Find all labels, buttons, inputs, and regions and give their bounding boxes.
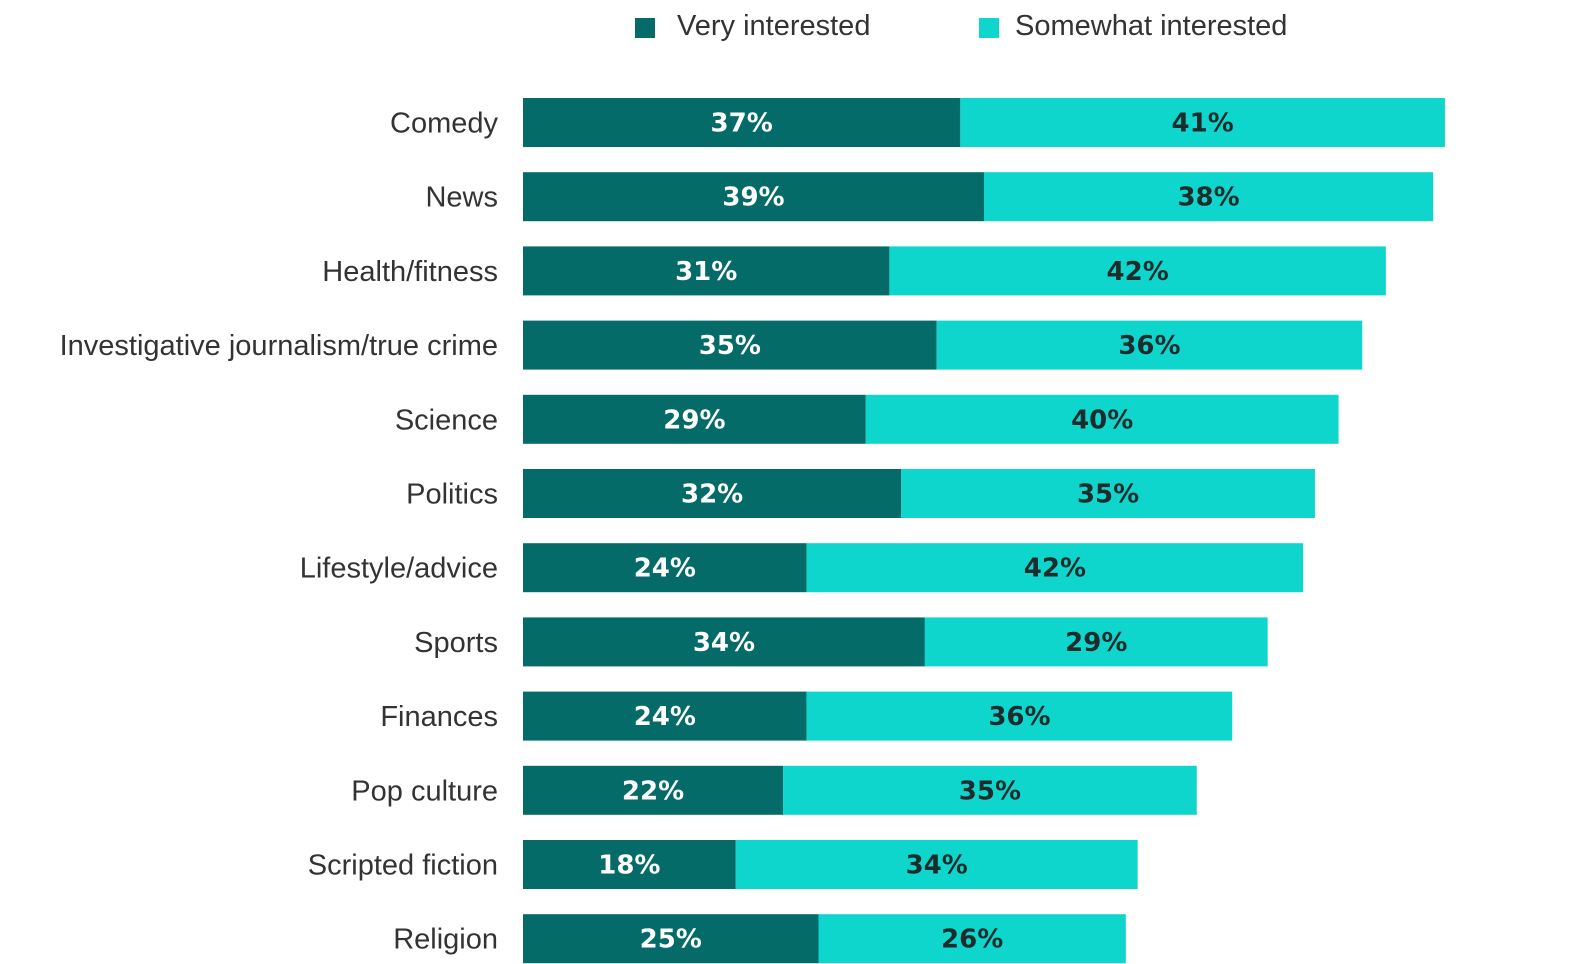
bar-somewhat-interested-sports	[924, 617, 1268, 667]
value-label-somewhat-interested-religion: 26%	[941, 925, 1003, 955]
bar-somewhat-interested-scripted-fiction	[735, 840, 1138, 889]
category-label-sports: Sports	[414, 627, 498, 659]
bar-somewhat-interested-pop-culture	[783, 765, 1197, 815]
value-label-very-interested-pop-culture: 22%	[622, 776, 684, 806]
bar-somewhat-interested-finances	[806, 691, 1233, 741]
bar-somewhat-interested-investigative-journalism-true-crime	[936, 320, 1363, 370]
value-label-somewhat-interested-sports: 29%	[1065, 628, 1127, 658]
value-label-very-interested-politics: 32%	[681, 480, 743, 510]
bars	[523, 98, 1445, 964]
category-label-scripted-fiction: Scripted fiction	[308, 850, 498, 882]
value-label-very-interested-health-fitness: 31%	[675, 257, 737, 287]
bar-somewhat-interested-health-fitness	[889, 246, 1386, 296]
category-label-news: News	[425, 182, 498, 214]
legend-swatch-very-interested	[635, 18, 655, 38]
value-label-somewhat-interested-investigative-journalism-true-crime: 36%	[1118, 331, 1180, 361]
value-label-very-interested-sports: 34%	[693, 628, 755, 658]
category-label-politics: Politics	[406, 479, 498, 511]
value-label-somewhat-interested-scripted-fiction: 34%	[906, 851, 968, 881]
legend-swatch-somewhat-interested	[979, 18, 999, 38]
legend-label-very-interested: Very interested	[677, 10, 870, 42]
value-label-somewhat-interested-comedy: 41%	[1172, 109, 1234, 139]
bar-somewhat-interested-news	[983, 172, 1434, 222]
category-labels: Comedy News Health/fitness Investigative jo…	[60, 108, 499, 956]
bar-very-interested-politics	[523, 469, 902, 518]
value-label-very-interested-scripted-fiction: 18%	[598, 851, 660, 881]
value-label-somewhat-interested-science: 40%	[1071, 405, 1133, 435]
category-label-lifestyle-advice: Lifestyle/advice	[300, 553, 498, 585]
bar-very-interested-health-fitness	[523, 246, 890, 296]
category-label-comedy: Comedy	[390, 108, 498, 140]
value-label-somewhat-interested-lifestyle-advice: 42%	[1024, 554, 1086, 584]
bar-very-interested-investigative-journalism-true-crime	[523, 320, 937, 370]
value-label-somewhat-interested-health-fitness: 42%	[1107, 257, 1169, 287]
value-label-somewhat-interested-pop-culture: 35%	[959, 776, 1021, 806]
bar-somewhat-interested-science	[865, 394, 1339, 444]
bar-very-interested-scripted-fiction	[523, 840, 736, 889]
value-label-very-interested-news: 39%	[722, 183, 784, 213]
value-label-very-interested-comedy: 37%	[711, 109, 773, 139]
bar-very-interested-science	[523, 394, 866, 444]
value-label-very-interested-finances: 24%	[634, 702, 696, 732]
value-label-very-interested-religion: 25%	[640, 925, 702, 955]
category-label-religion: Religion	[393, 924, 498, 956]
bar-very-interested-finances	[523, 691, 807, 741]
bar-very-interested-sports	[523, 617, 925, 667]
chart-legend: Very interested Somewhat interested	[635, 10, 1287, 42]
bar-very-interested-comedy	[523, 98, 961, 147]
bar-somewhat-interested-politics	[901, 469, 1315, 518]
value-label-very-interested-science: 29%	[663, 405, 725, 435]
value-label-very-interested-lifestyle-advice: 24%	[634, 554, 696, 584]
category-label-finances: Finances	[380, 701, 498, 733]
value-label-somewhat-interested-politics: 35%	[1077, 480, 1139, 510]
value-label-somewhat-interested-news: 38%	[1177, 183, 1239, 213]
legend-label-somewhat-interested: Somewhat interested	[1015, 10, 1287, 42]
bar-very-interested-religion	[523, 914, 819, 964]
bar-somewhat-interested-lifestyle-advice	[806, 543, 1304, 593]
bar-very-interested-lifestyle-advice	[523, 543, 807, 593]
category-label-investigative-journalism-true-crime: Investigative journalism/true crime	[60, 330, 498, 362]
bar-very-interested-news	[523, 172, 984, 222]
value-labels: 37% 41% 39% 38% 31% 42% 35% 36% 29% 40% 32% 35% 24% 4…	[598, 109, 1239, 955]
category-label-pop-culture: Pop culture	[351, 775, 498, 807]
value-label-somewhat-interested-finances: 36%	[988, 702, 1050, 732]
bar-very-interested-pop-culture	[523, 765, 784, 815]
category-label-science: Science	[395, 404, 498, 436]
bar-somewhat-interested-comedy	[960, 98, 1445, 147]
bar-somewhat-interested-religion	[818, 914, 1126, 964]
value-label-very-interested-investigative-journalism-true-crime: 35%	[699, 331, 761, 361]
category-label-health-fitness: Health/fitness	[322, 256, 498, 288]
